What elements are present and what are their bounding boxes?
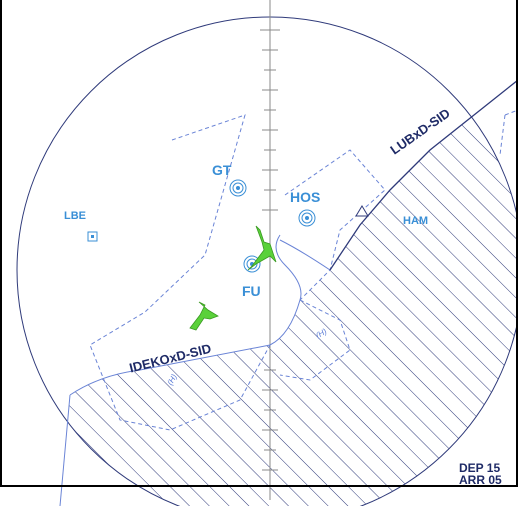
sid-routes (329, 79, 518, 271)
fix-lbe-symbol[interactable] (87, 231, 98, 242)
waypoint-triangle[interactable] (355, 205, 369, 217)
restricted-area (60, 80, 518, 506)
aircraft-icon[interactable] (247, 225, 277, 271)
dep-runway-label: DEP 15 (459, 461, 501, 475)
boundary-lines (59, 234, 331, 506)
fix-label-hos: HOS (290, 189, 321, 205)
fix-label-gt: GT (212, 162, 232, 178)
frame-left-border (0, 0, 2, 487)
fix-label-fu: FU (242, 283, 261, 299)
aircraft-icon[interactable] (189, 301, 219, 331)
fix-label-lbe: LBE (64, 210, 86, 222)
fix-gt-symbol[interactable] (229, 179, 247, 197)
fix-label-ham: HAM (403, 215, 429, 227)
frame-bottom-border (0, 485, 518, 487)
arr-runway-label: ARR 05 (459, 473, 502, 487)
frame-right-border (516, 0, 518, 487)
fix-hos-symbol[interactable] (298, 209, 316, 227)
